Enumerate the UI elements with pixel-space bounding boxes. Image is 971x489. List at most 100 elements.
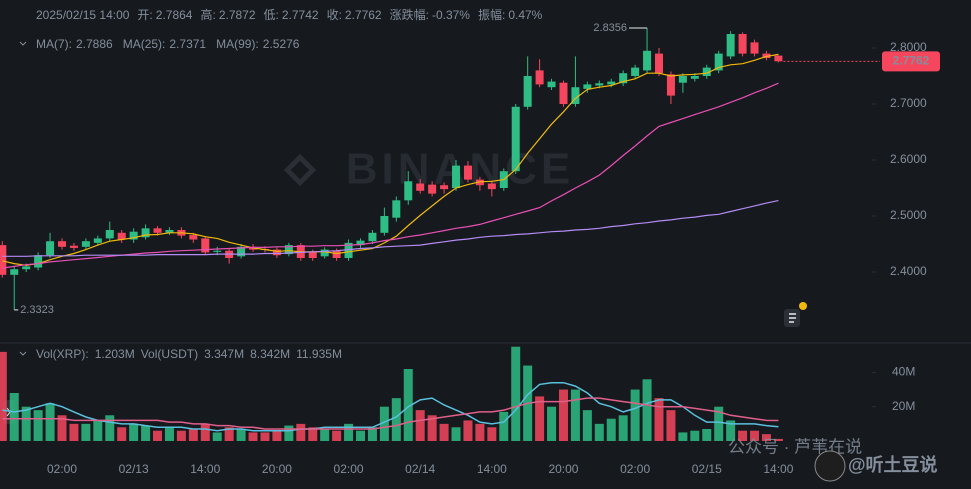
volume-bar	[415, 410, 425, 441]
logo	[283, 153, 317, 187]
volume-bar	[451, 427, 461, 441]
legend-value: 2.7371	[169, 37, 206, 51]
candle-body	[428, 184, 437, 194]
volume-bar	[69, 423, 79, 441]
timestamp: 2025/02/15 14:00	[36, 8, 130, 22]
x-tick-label: 20:00	[262, 462, 292, 476]
info-value: 2.7872	[219, 8, 256, 22]
legend-label: MA(25):	[123, 37, 166, 51]
candle-body	[105, 230, 114, 239]
volume-bar	[642, 379, 652, 441]
candle-body	[332, 250, 341, 259]
overlay-badge	[814, 450, 846, 482]
x-tick-label: 02/14	[405, 462, 435, 476]
x-tick-label: 14:00	[477, 462, 507, 476]
candle-body	[726, 33, 735, 57]
x-tick-label: 02:00	[47, 462, 77, 476]
volume-bar	[236, 429, 246, 441]
candle-body	[189, 235, 198, 240]
volume-bar	[93, 420, 103, 441]
candle-body	[165, 230, 174, 233]
volume-bar	[738, 430, 748, 441]
legend-label: MA(7):	[36, 37, 72, 51]
info-value: 2.7742	[282, 8, 319, 22]
candle-body	[46, 241, 55, 256]
candle-body	[344, 242, 353, 259]
volume-bar	[153, 430, 163, 441]
candle-body	[487, 183, 496, 190]
volume-bar	[164, 427, 174, 441]
candle-body	[392, 200, 401, 218]
volume-bar	[188, 429, 198, 441]
volume-bar	[535, 396, 545, 441]
volume-legend: 8.342M	[250, 347, 290, 361]
candle-body	[690, 75, 699, 79]
legend-value: 2.7886	[76, 37, 113, 51]
candle-body	[22, 266, 31, 270]
volume-bar	[702, 429, 712, 441]
x-tick-label: 02/13	[119, 462, 149, 476]
volume-bar	[487, 427, 497, 441]
legend-caret	[19, 351, 27, 356]
candle-body	[619, 73, 628, 84]
candle-body	[702, 67, 711, 76]
volume-bar	[666, 410, 676, 441]
candle-body	[655, 53, 663, 74]
legend-value: 2.5276	[263, 37, 300, 51]
y-tick-label: 2.4000	[890, 264, 927, 278]
candle-body	[440, 185, 449, 190]
candle-body	[452, 165, 461, 189]
volume-bar	[547, 406, 557, 441]
volume-bar	[367, 427, 377, 441]
volume-bar	[21, 406, 31, 441]
candle-body	[308, 252, 317, 259]
volume-bar	[105, 415, 115, 441]
volume-bar	[33, 410, 43, 441]
x-tick-label: 02/15	[692, 462, 722, 476]
volume-bar	[344, 423, 354, 441]
candle-body	[34, 255, 43, 268]
volume-bar	[391, 398, 401, 441]
volume-bar	[773, 438, 783, 441]
legend-caret	[19, 41, 27, 46]
volume-bar	[320, 429, 330, 441]
volume-bar	[618, 415, 628, 441]
info-label: 振幅:	[478, 7, 505, 22]
legend-label: MA(99):	[216, 37, 259, 51]
candle-body	[356, 240, 365, 246]
ma-line	[2, 82, 779, 269]
info-label: 高:	[200, 7, 215, 22]
candle-body	[69, 245, 78, 248]
candle-body	[559, 82, 568, 104]
info-value: -0.37%	[432, 8, 470, 22]
candle-body	[141, 228, 150, 238]
x-tick-label: 14:00	[763, 462, 793, 476]
volume-bar	[141, 425, 151, 441]
volume-legend: 1.203M	[95, 347, 135, 361]
x-tick-label: 02:00	[620, 462, 650, 476]
info-label: 涨跌幅:	[390, 7, 429, 22]
volume-bar	[403, 369, 413, 441]
candle-body	[583, 84, 592, 89]
last-price-tag	[882, 51, 940, 72]
candle-body	[201, 238, 210, 253]
volume-ma-line	[2, 381, 779, 432]
candle-body	[774, 55, 783, 62]
note-icon[interactable]	[784, 302, 807, 327]
x-tick-label: 20:00	[548, 462, 578, 476]
volume-legend: Vol(USDT)	[141, 347, 198, 361]
candle-body	[595, 83, 604, 86]
y-tick-label: 2.7000	[890, 96, 927, 110]
candle-body	[678, 75, 687, 83]
candle-body	[607, 81, 616, 85]
candle-body	[320, 249, 329, 257]
volume-bar	[379, 406, 389, 441]
candle-body	[643, 50, 652, 71]
candle-body	[237, 246, 246, 257]
volume-bar	[117, 427, 127, 441]
candle-body	[416, 183, 425, 191]
candle-body	[81, 241, 90, 247]
volume-bar	[594, 423, 604, 441]
